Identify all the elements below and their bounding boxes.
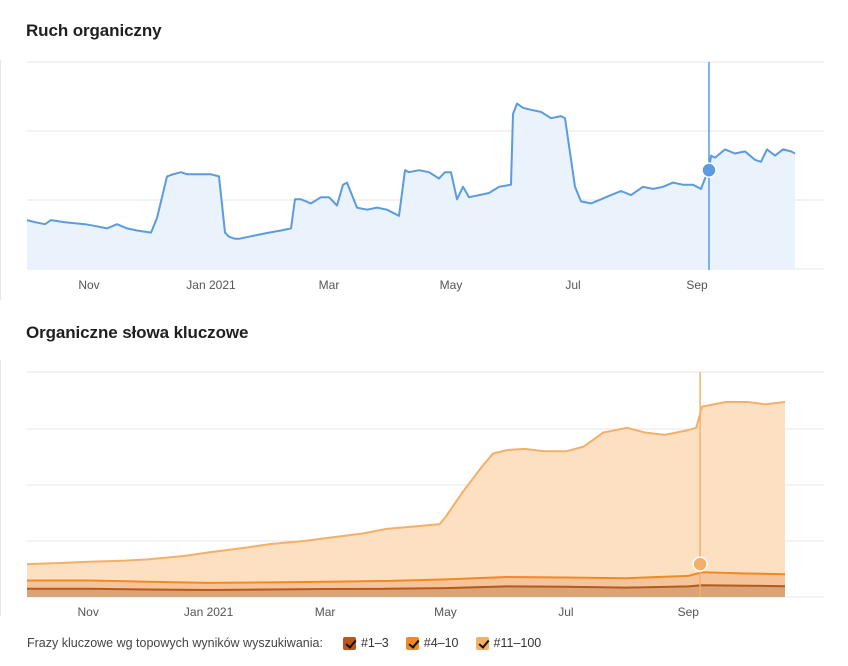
keywords-area-top11-100 [27, 402, 785, 597]
x-tick-label: Sep [678, 605, 700, 619]
keywords-line-top4-10[interactable] [27, 571, 786, 584]
keywords-legend: Frazy kluczowe wg topowych wyników wyszu… [27, 634, 558, 652]
legend-label: #4–10 [423, 636, 459, 650]
x-tick-label: May [440, 278, 463, 292]
organic-keywords-chart[interactable]: Nov Jan 2021 Mar May Jul Sep [0, 0, 848, 625]
organic-traffic-chart[interactable]: Nov Jan 2021 Mar May Jul Sep [0, 0, 848, 300]
panel-divider [0, 60, 1, 300]
legend-label: #1–3 [360, 636, 389, 650]
legend-label: #11–100 [493, 636, 542, 650]
hover-point[interactable] [692, 556, 708, 572]
traffic-line[interactable] [26, 102, 796, 240]
traffic-area [27, 103, 795, 270]
checkbox-icon[interactable] [342, 636, 356, 650]
x-tick-label: May [434, 605, 457, 619]
x-tick-label: Jul [558, 605, 573, 619]
hover-point[interactable] [701, 162, 717, 178]
legend-item-top11-100[interactable]: #11–100 [475, 636, 542, 650]
checkbox-icon[interactable] [475, 636, 489, 650]
keywords-area-top3 [27, 585, 785, 597]
x-tick-label: Mar [315, 605, 336, 619]
checkbox-icon[interactable] [405, 636, 419, 650]
organic-traffic-title: Ruch organiczny [26, 21, 162, 40]
keywords-line-top11-100[interactable] [26, 401, 786, 566]
legend-item-top4-10[interactable]: #4–10 [405, 636, 459, 650]
x-tick-label: Nov [78, 605, 99, 619]
x-tick-label: Jan 2021 [184, 605, 234, 619]
organic-keywords-title: Organiczne słowa kluczowe [26, 323, 249, 342]
keywords-line-top3[interactable] [27, 584, 786, 591]
legend-caption: Frazy kluczowe wg topowych wyników wyszu… [27, 636, 323, 650]
panel-divider [0, 360, 1, 616]
x-tick-label: Jan 2021 [186, 278, 236, 292]
legend-item-top3[interactable]: #1–3 [342, 636, 389, 650]
x-tick-label: Nov [78, 278, 99, 292]
x-tick-label: Sep [686, 278, 708, 292]
x-tick-label: Jul [565, 278, 580, 292]
x-tick-label: Mar [319, 278, 340, 292]
